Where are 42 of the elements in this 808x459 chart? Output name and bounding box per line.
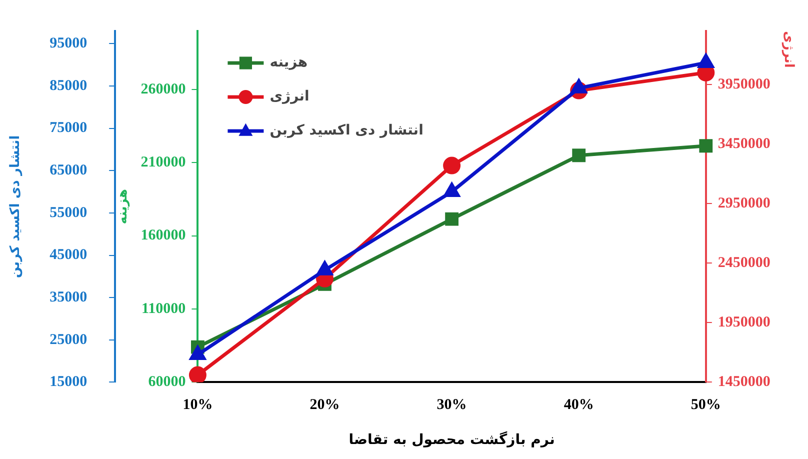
y3-tick-label: 2950000: [718, 196, 770, 212]
y3-axis-title: انرژی: [780, 31, 796, 68]
x-tick-label: 40%: [564, 397, 594, 414]
y-tick-label: 160000: [140, 228, 186, 244]
y2-tick-label: 55000: [50, 204, 88, 221]
y3-tick-label: 1950000: [718, 314, 770, 331]
y3-tick-label: 3450000: [718, 136, 770, 152]
point: [698, 54, 714, 68]
y2-tick-label: 75000: [50, 120, 88, 136]
y-tick-label: 260000: [140, 81, 186, 98]
point: [443, 156, 461, 174]
y2-tick-label: 85000: [50, 78, 88, 94]
legend-label: هزینه: [270, 54, 308, 71]
y2-tick-label: 45000: [50, 247, 88, 264]
y2-axis-title: انتشار دی اکسید کربن: [8, 135, 24, 278]
y3-tick-label: 1450000: [718, 374, 770, 390]
point: [444, 183, 460, 198]
y2-tick-label: 95000: [50, 36, 88, 52]
y-tick-label: 210000: [140, 154, 186, 171]
point: [699, 139, 713, 153]
y-axis-title: هزینه: [115, 189, 130, 224]
y3-tick-label: 3950000: [718, 76, 770, 92]
y2-tick-label: 35000: [50, 289, 88, 306]
y2-tick-label: 15000: [50, 374, 88, 390]
x-axis-title: نرم بازگشت محصول به تقاضا: [348, 431, 555, 448]
y2-tick-label: 25000: [50, 332, 88, 348]
point: [571, 79, 587, 94]
y3-tick-label: 2450000: [718, 255, 770, 272]
x-tick-label: 50%: [690, 397, 721, 414]
legend-label: انرژی: [270, 88, 310, 105]
point: [316, 261, 333, 276]
point: [188, 366, 206, 382]
y2-tick-label: 65000: [50, 162, 88, 179]
y-tick-label: 60000: [148, 374, 186, 390]
legend-label: انتشار دی اکسید کربن: [270, 122, 424, 139]
x-tick-label: 30%: [436, 397, 467, 414]
y-tick-label: 110000: [142, 300, 186, 317]
x-tick-label: 20%: [310, 397, 340, 414]
point: [445, 212, 458, 226]
point: [190, 346, 206, 360]
point: [572, 148, 586, 162]
x-tick-label: 10%: [182, 397, 213, 414]
